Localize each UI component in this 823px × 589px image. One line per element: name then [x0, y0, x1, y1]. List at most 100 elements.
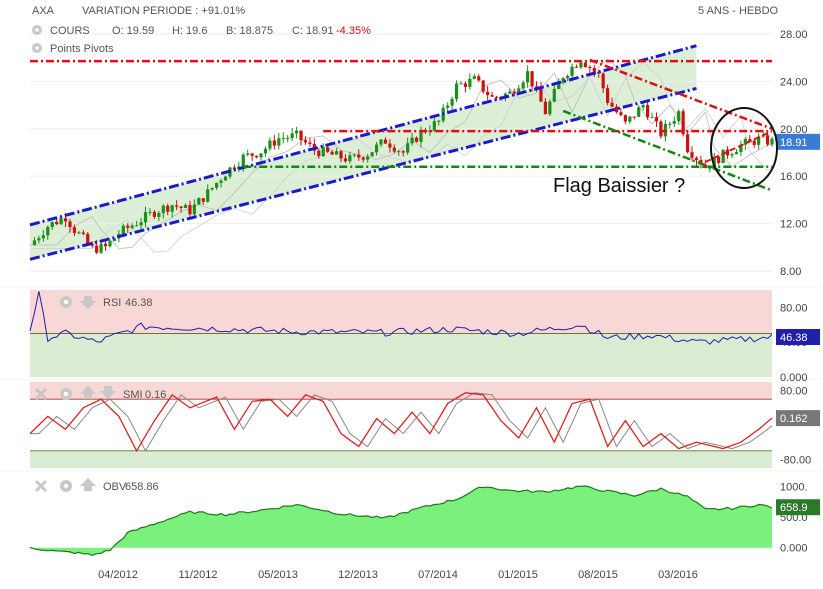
rsi-arrow-down-icon[interactable] — [80, 296, 96, 309]
trendline-layer — [29, 44, 773, 261]
candle — [588, 65, 592, 73]
candle — [259, 153, 263, 161]
price-badge — [776, 133, 820, 150]
candle-body — [206, 189, 210, 202]
smi-lower-zone — [30, 450, 772, 468]
candle-body — [46, 227, 50, 236]
candle-body — [606, 88, 610, 103]
candle — [68, 218, 72, 233]
candle-body — [246, 153, 250, 155]
candle — [477, 74, 481, 82]
candle-body — [37, 238, 41, 241]
smi-arrow-up-icon[interactable] — [80, 386, 96, 399]
candle-body — [388, 143, 392, 148]
flag-annotation-text: Flag Baissier ? — [553, 175, 685, 197]
candle — [361, 156, 365, 163]
candle — [463, 81, 468, 93]
candle-body — [250, 153, 254, 156]
candle — [614, 104, 619, 114]
obv-gear-icon[interactable] — [60, 480, 72, 492]
candle-body — [103, 243, 108, 247]
candle-body — [481, 80, 485, 92]
candle-body — [641, 105, 645, 108]
candle — [135, 220, 139, 227]
candle — [41, 230, 45, 242]
candle-body — [86, 233, 90, 244]
candle-body — [201, 198, 205, 202]
candle — [321, 143, 325, 158]
smi-close-icon[interactable] — [34, 387, 48, 401]
candle-body — [623, 115, 627, 122]
candle-body — [414, 137, 419, 142]
price-badge-value: 18.91 — [780, 137, 808, 149]
candle — [659, 119, 663, 139]
candle — [677, 109, 681, 125]
candle — [592, 64, 596, 77]
candle-body — [681, 111, 685, 135]
candle — [219, 178, 223, 188]
candle-body — [508, 91, 512, 94]
obv-close-icon[interactable] — [34, 479, 48, 493]
candle-body — [286, 137, 290, 139]
candle — [432, 117, 436, 133]
candle — [521, 80, 525, 91]
pivots-gear-icon[interactable] — [32, 43, 42, 53]
candle-body — [437, 120, 441, 122]
candle-body — [130, 225, 134, 228]
trendline-flag-lower — [562, 109, 773, 192]
candle — [334, 148, 339, 155]
candle — [770, 136, 774, 147]
candle-body — [303, 140, 308, 143]
rsi-gear-icon[interactable] — [60, 296, 72, 308]
candle-body — [406, 143, 410, 153]
x-tick-label: 08/2015 — [578, 569, 618, 581]
candle-body — [477, 76, 481, 81]
candle — [450, 96, 454, 111]
candle — [730, 152, 734, 159]
smi-label: SMI — [123, 389, 143, 401]
trendline-flag-channel-upper — [704, 130, 773, 163]
candle-body — [543, 101, 548, 115]
candle — [303, 136, 308, 145]
candle — [490, 91, 494, 98]
price-y-tick: 28.00 — [780, 29, 808, 41]
obv-arrow-up-icon[interactable] — [80, 478, 96, 491]
candle — [157, 210, 161, 221]
candle-body — [490, 95, 494, 97]
candle-body — [352, 154, 356, 156]
smi-gear-icon[interactable] — [60, 388, 72, 400]
candle-body — [135, 225, 139, 227]
obv-label: OBV — [103, 481, 127, 493]
candle — [152, 209, 157, 220]
candle-body — [77, 232, 81, 234]
cours-gear-icon[interactable] — [32, 25, 42, 35]
candle-body — [397, 151, 401, 153]
smi-line — [29, 392, 773, 453]
candle-body — [281, 138, 285, 140]
candle-body — [272, 140, 276, 146]
pivots-label: Points Pivots — [50, 43, 114, 55]
candle — [352, 153, 356, 158]
candle — [81, 229, 85, 236]
smi-header: SMI 0.16 — [34, 386, 166, 401]
candle — [130, 223, 134, 230]
candle-body — [290, 133, 294, 138]
candle — [725, 146, 730, 160]
candle-body — [650, 117, 654, 119]
candle-body — [454, 83, 459, 99]
candle — [215, 182, 219, 190]
candle-body — [597, 71, 601, 74]
background-layer — [30, 45, 772, 468]
smi-arrow-down-icon[interactable] — [100, 386, 116, 399]
candle-body — [179, 206, 183, 208]
candle — [414, 136, 419, 143]
candle — [326, 146, 330, 153]
candle-body — [50, 222, 54, 228]
candle-body — [68, 221, 72, 228]
candle — [126, 223, 130, 233]
candle-body — [374, 144, 379, 153]
candle — [263, 146, 268, 157]
candle-body — [126, 225, 130, 228]
candle-body — [99, 243, 103, 253]
candle-body — [588, 67, 592, 69]
